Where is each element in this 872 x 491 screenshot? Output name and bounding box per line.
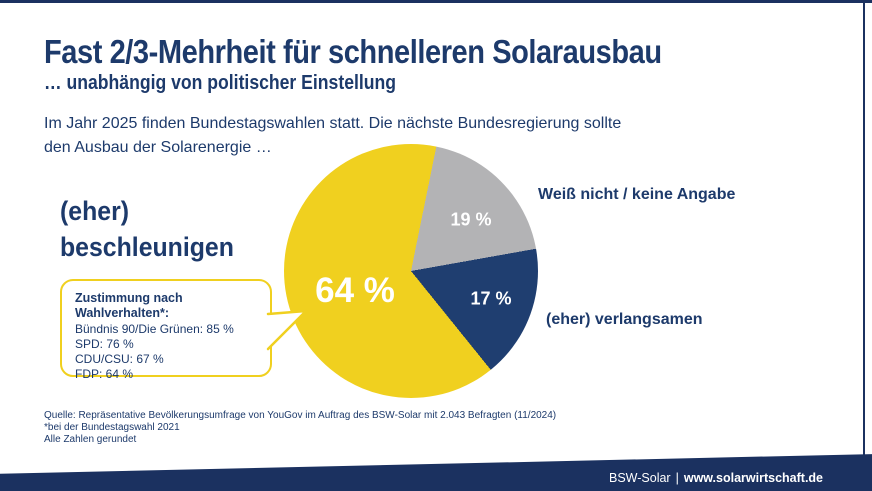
- callout-line-fdp: FDP: 64 %: [75, 367, 134, 381]
- callout-title: Zustimmung nach Wahlverhalten*:: [75, 291, 183, 320]
- source-note: Quelle: Repräsentative Bevölkerungsumfra…: [44, 410, 556, 446]
- callout-tail: [266, 309, 308, 351]
- label-beschleunigen-line1: (eher): [60, 196, 130, 226]
- callout-line-cdu: CDU/CSU: 67 %: [75, 352, 164, 366]
- bottom-bar-branding: BSW-Solar | www.solarwirtschaft.de: [609, 471, 823, 485]
- callout-line-spd: SPD: 76 %: [75, 337, 134, 351]
- intro-line-1: Im Jahr 2025 finden Bundestagswahlen sta…: [44, 115, 622, 132]
- callout-line-gruene: Bündnis 90/Die Grünen: 85 %: [75, 322, 234, 336]
- label-weiss-nicht: Weiß nicht / keine Angabe: [538, 186, 736, 203]
- pie-value-verlangsamen: 17 %: [470, 288, 512, 309]
- intro-text: Im Jahr 2025 finden Bundestagswahlen sta…: [44, 112, 621, 160]
- label-beschleunigen-line2: beschleunigen: [60, 232, 234, 262]
- label-beschleunigen: (eher) beschleunigen: [60, 193, 234, 265]
- page-subtitle: … unabhängig von politischer Einstellung: [44, 72, 397, 94]
- brand-name: BSW-Solar: [609, 471, 671, 485]
- callout-box: Zustimmung nach Wahlverhalten*: Bündnis …: [60, 279, 272, 381]
- intro-line-2: den Ausbau der Solarenergie …: [44, 139, 272, 156]
- page-title: Fast 2/3-Mehrheit für schnelleren Solara…: [44, 33, 662, 70]
- rounding-note: Alle Zahlen gerundet: [44, 434, 137, 445]
- source-line: Quelle: Repräsentative Bevölkerungsumfra…: [44, 410, 557, 421]
- pie-value-beschleunigen: 64 %: [315, 271, 395, 310]
- top-border: [0, 0, 872, 3]
- brand-separator: |: [675, 471, 679, 485]
- right-border: [863, 3, 865, 455]
- label-verlangsamen: (eher) verlangsamen: [546, 311, 703, 328]
- brand-url: www.solarwirtschaft.de: [683, 471, 823, 485]
- footnote-line: *bei der Bundestagswahl 2021: [44, 422, 180, 433]
- pie-value-weiss-nicht: 19 %: [450, 209, 492, 230]
- pie-chart: 64 % 19 % 17 %: [284, 144, 538, 398]
